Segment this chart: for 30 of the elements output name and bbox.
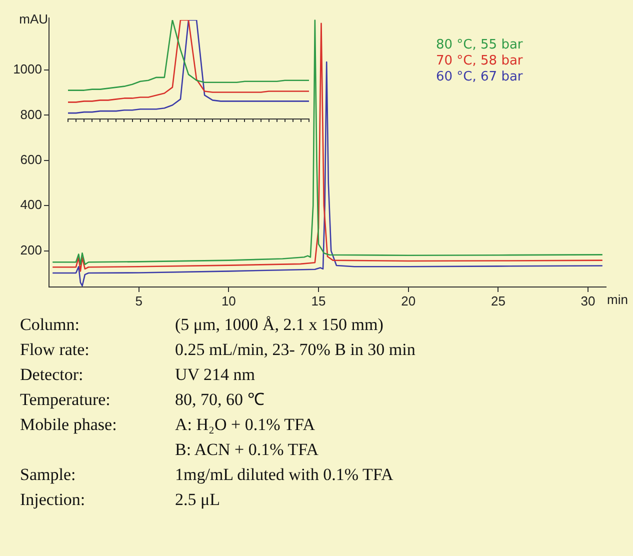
x-axis-title: min (607, 292, 628, 308)
text: 2.5 μL (175, 489, 221, 511)
text: UV 214 nm (175, 364, 256, 386)
x-tick-label: 5 (135, 293, 142, 308)
text: Sample: (20, 464, 77, 486)
y-tick-label: 1000 (13, 62, 42, 77)
y-tick-label: 600 (20, 152, 42, 167)
text: 1mg/mL diluted with 0.1% TFA (175, 464, 394, 486)
text: A: H₂O + 0.1% TFA B: ACN + 0.1% TFA (175, 414, 320, 461)
x-tick-label: 10 (221, 293, 236, 308)
y-tick-label: 400 (20, 197, 42, 212)
y-tick-label: 200 (20, 242, 42, 258)
text: (5 μm, 1000 Å, 2.1 x 150 mm) (175, 314, 384, 336)
text: 60 °C, 67 bar (436, 69, 524, 84)
text: 80 °C, 55 bar (436, 37, 524, 52)
text: Mobile phase: (20, 414, 118, 436)
text: 70 °C, 58 bar (436, 53, 524, 68)
x-tick-label: 20 (401, 293, 416, 308)
text: Column: (20, 314, 81, 336)
text: 80, 70, 60 ℃ (175, 389, 266, 411)
x-tick-label: 15 (311, 293, 326, 308)
x-tick-label: 30 (580, 293, 596, 308)
text: Flow rate: (20, 339, 90, 361)
y-tick-label: 800 (20, 106, 42, 122)
text: 0.25 mL/min, 23- 70% B in 30 min (175, 339, 416, 361)
y-axis-title: mAU (19, 12, 48, 27)
x-tick-label: 25 (490, 293, 506, 308)
text: Injection: (20, 489, 86, 511)
text: Temperature: (20, 389, 112, 411)
text: Detector: (20, 364, 84, 386)
